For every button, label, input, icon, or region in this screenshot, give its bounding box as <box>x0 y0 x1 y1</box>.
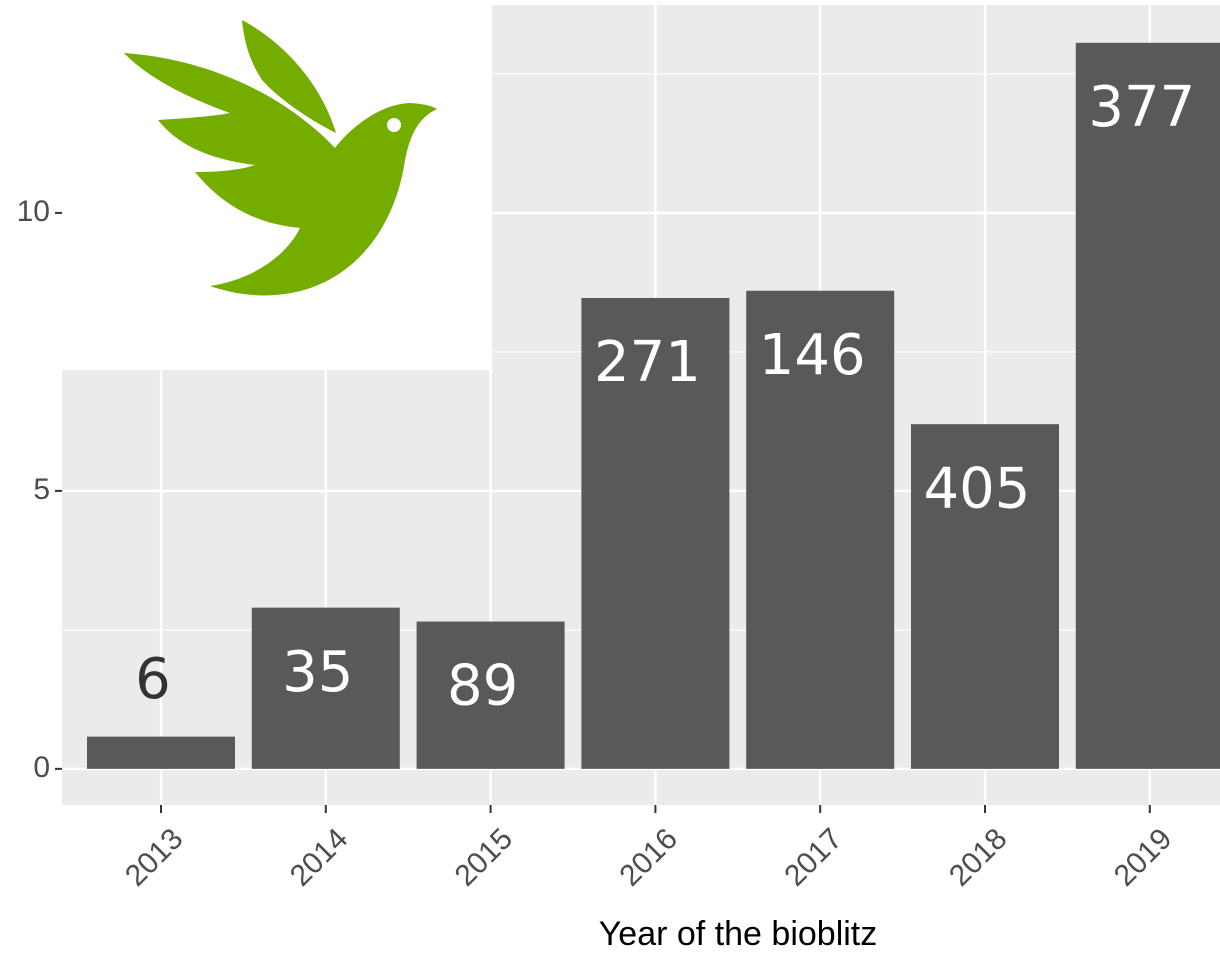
bar-count-label: 271 <box>594 330 701 395</box>
bar <box>416 621 565 769</box>
x-tick-label: 2015 <box>449 822 520 893</box>
bar-count-label: 377 <box>1088 75 1195 140</box>
x-tick-label: 2019 <box>1108 822 1179 893</box>
x-tick-label: 2014 <box>284 822 355 893</box>
bar <box>581 297 730 769</box>
y-tick-label: 0 <box>33 751 50 784</box>
y-tick-label: 10 <box>17 195 50 228</box>
bar <box>87 736 235 769</box>
bar <box>746 290 895 769</box>
bar <box>1075 42 1220 769</box>
x-tick-label: 2016 <box>613 822 684 893</box>
bar-count-label: 35 <box>282 640 353 705</box>
bar <box>911 424 1059 769</box>
x-tick-label: 2013 <box>119 822 190 893</box>
bar-count-label: 405 <box>924 456 1031 521</box>
logo <box>124 20 437 296</box>
x-tick-label: 2017 <box>778 822 849 893</box>
bar-count-label: 146 <box>759 323 866 388</box>
x-axis-title: Year of the bioblitz <box>599 915 878 953</box>
x-tick-label: 2018 <box>943 822 1014 893</box>
bar-count-label: 89 <box>447 654 518 719</box>
bar <box>251 607 400 769</box>
y-tick-label: 5 <box>33 473 50 506</box>
bar-count-label: 6 <box>135 647 171 712</box>
